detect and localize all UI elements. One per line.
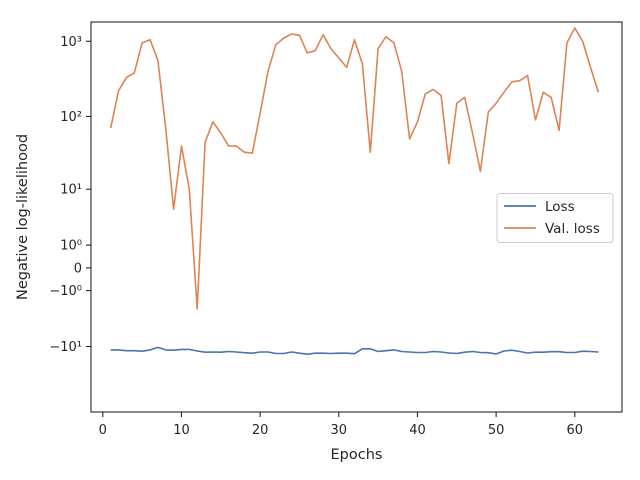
x-tick-label: 40 [409, 423, 426, 438]
y-tick-label: 10¹ [60, 183, 82, 198]
legend-label-loss: Loss [545, 199, 575, 215]
y-tick-label: 10² [60, 110, 82, 125]
legend: Loss Val. loss [496, 193, 614, 243]
y-tick-label: −10¹ [49, 340, 82, 355]
plot-frame [90, 21, 623, 413]
x-tick-label: 20 [252, 423, 269, 438]
x-tick-label: 50 [488, 423, 505, 438]
series-line-loss [110, 346, 599, 356]
x-tick-label: 60 [567, 423, 584, 438]
ticks-layer: 0 10 20 30 40 50 60 10³ 10² 10¹ 10⁰ 0 −10⁰ −10¹ [49, 35, 583, 438]
y-axis-label: Negative log-likelihood [15, 134, 31, 300]
y-tick-label: 10⁰ [60, 239, 82, 254]
x-axis-label: Epochs [331, 447, 383, 463]
series-layer [109, 27, 600, 356]
y-tick-label: 0 [74, 261, 82, 276]
legend-label-val-loss: Val. loss [545, 221, 600, 237]
x-tick-label: 0 [99, 423, 107, 438]
y-tick-label: −10⁰ [49, 284, 82, 299]
y-tick-label: 10³ [60, 35, 82, 50]
x-tick-label: 30 [331, 423, 348, 438]
series-line-val-loss [109, 27, 600, 310]
x-tick-label: 10 [173, 423, 190, 438]
